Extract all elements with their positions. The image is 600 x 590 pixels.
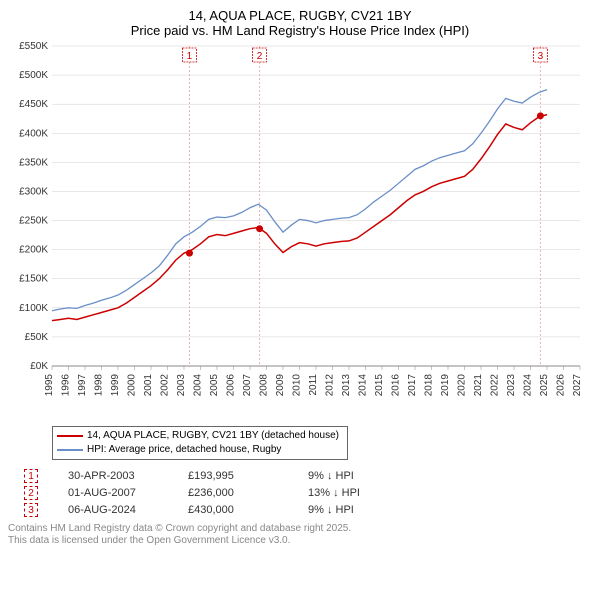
data-date: 01-AUG-2007 xyxy=(68,487,158,499)
chart-title-line2: Price paid vs. HM Land Registry's House … xyxy=(8,23,592,38)
svg-text:2006: 2006 xyxy=(226,374,237,397)
data-table: 1 30-APR-2003 £193,995 9% ↓ HPI 2 01-AUG-2007… xyxy=(24,469,592,517)
data-price: £193,995 xyxy=(188,470,278,482)
svg-text:£50K: £50K xyxy=(25,332,49,343)
legend-item: 14, AQUA PLACE, RUGBY, CV21 1BY (detache… xyxy=(57,429,339,443)
legend-swatch xyxy=(57,435,83,437)
data-row: 1 30-APR-2003 £193,995 9% ↓ HPI xyxy=(24,469,592,483)
footer-line2: This data is licensed under the Open Gov… xyxy=(8,535,592,547)
marker-id-box: 1 xyxy=(24,469,38,483)
svg-text:£500K: £500K xyxy=(19,70,48,81)
svg-text:2000: 2000 xyxy=(127,374,138,397)
data-pct: 13% ↓ HPI xyxy=(308,487,360,499)
svg-text:2008: 2008 xyxy=(259,374,270,397)
svg-text:2016: 2016 xyxy=(391,374,402,397)
svg-text:2023: 2023 xyxy=(506,374,517,397)
footer-attribution: Contains HM Land Registry data © Crown c… xyxy=(8,523,592,547)
chart-title-line1: 14, AQUA PLACE, RUGBY, CV21 1BY xyxy=(8,8,592,23)
svg-text:1995: 1995 xyxy=(44,374,55,397)
svg-text:2009: 2009 xyxy=(275,374,286,397)
svg-text:3: 3 xyxy=(538,51,544,62)
svg-text:£100K: £100K xyxy=(19,303,48,314)
svg-text:2011: 2011 xyxy=(308,374,319,396)
svg-text:2014: 2014 xyxy=(358,374,369,397)
marker-id-box: 2 xyxy=(24,486,38,500)
svg-text:£0K: £0K xyxy=(30,361,48,372)
svg-text:£450K: £450K xyxy=(19,99,48,110)
svg-text:2004: 2004 xyxy=(193,374,204,397)
svg-text:1997: 1997 xyxy=(77,374,88,397)
svg-text:2021: 2021 xyxy=(473,374,484,397)
svg-text:2017: 2017 xyxy=(407,374,418,397)
svg-text:2019: 2019 xyxy=(440,374,451,397)
data-date: 30-APR-2003 xyxy=(68,470,158,482)
svg-text:2026: 2026 xyxy=(556,374,567,397)
svg-text:£200K: £200K xyxy=(19,245,48,256)
data-pct: 9% ↓ HPI xyxy=(308,504,354,516)
svg-text:2013: 2013 xyxy=(341,374,352,397)
footer-line1: Contains HM Land Registry data © Crown c… xyxy=(8,523,592,535)
legend-label: HPI: Average price, detached house, Rugb… xyxy=(87,443,281,457)
svg-text:2022: 2022 xyxy=(490,374,501,397)
marker-id-box: 3 xyxy=(24,503,38,517)
svg-text:2: 2 xyxy=(257,51,263,62)
data-row: 3 06-AUG-2024 £430,000 9% ↓ HPI xyxy=(24,503,592,517)
svg-text:2002: 2002 xyxy=(160,374,171,397)
svg-text:£400K: £400K xyxy=(19,128,48,139)
svg-text:£550K: £550K xyxy=(19,42,48,52)
svg-text:2001: 2001 xyxy=(143,374,154,397)
svg-text:2015: 2015 xyxy=(374,374,385,397)
svg-text:£350K: £350K xyxy=(19,157,48,168)
data-row: 2 01-AUG-2007 £236,000 13% ↓ HPI xyxy=(24,486,592,500)
svg-text:2007: 2007 xyxy=(242,374,253,397)
svg-text:1: 1 xyxy=(187,51,193,62)
data-date: 06-AUG-2024 xyxy=(68,504,158,516)
svg-text:2005: 2005 xyxy=(209,374,220,397)
chart-area: £0K £50K £100K £150K £200K £250K £300K £350K £40… xyxy=(8,42,592,422)
svg-text:2024: 2024 xyxy=(523,374,534,397)
line-chart: £0K £50K £100K £150K £200K £250K £300K £350K £40… xyxy=(8,42,592,422)
svg-text:2027: 2027 xyxy=(572,374,583,397)
svg-text:1998: 1998 xyxy=(94,374,105,397)
data-price: £236,000 xyxy=(188,487,278,499)
svg-text:1999: 1999 xyxy=(110,374,121,397)
svg-text:£250K: £250K xyxy=(19,216,48,227)
svg-text:2020: 2020 xyxy=(457,374,468,397)
data-pct: 9% ↓ HPI xyxy=(308,470,354,482)
svg-text:2012: 2012 xyxy=(325,374,336,397)
svg-text:2010: 2010 xyxy=(292,374,303,397)
data-price: £430,000 xyxy=(188,504,278,516)
legend: 14, AQUA PLACE, RUGBY, CV21 1BY (detache… xyxy=(52,426,348,460)
svg-text:2018: 2018 xyxy=(424,374,435,397)
svg-text:£150K: £150K xyxy=(19,274,48,285)
svg-text:2025: 2025 xyxy=(539,374,550,397)
legend-label: 14, AQUA PLACE, RUGBY, CV21 1BY (detache… xyxy=(87,429,339,443)
legend-swatch xyxy=(57,449,83,451)
svg-text:2003: 2003 xyxy=(176,374,187,397)
legend-item: HPI: Average price, detached house, Rugb… xyxy=(57,443,339,457)
svg-text:£300K: £300K xyxy=(19,186,48,197)
svg-text:1996: 1996 xyxy=(61,374,72,397)
